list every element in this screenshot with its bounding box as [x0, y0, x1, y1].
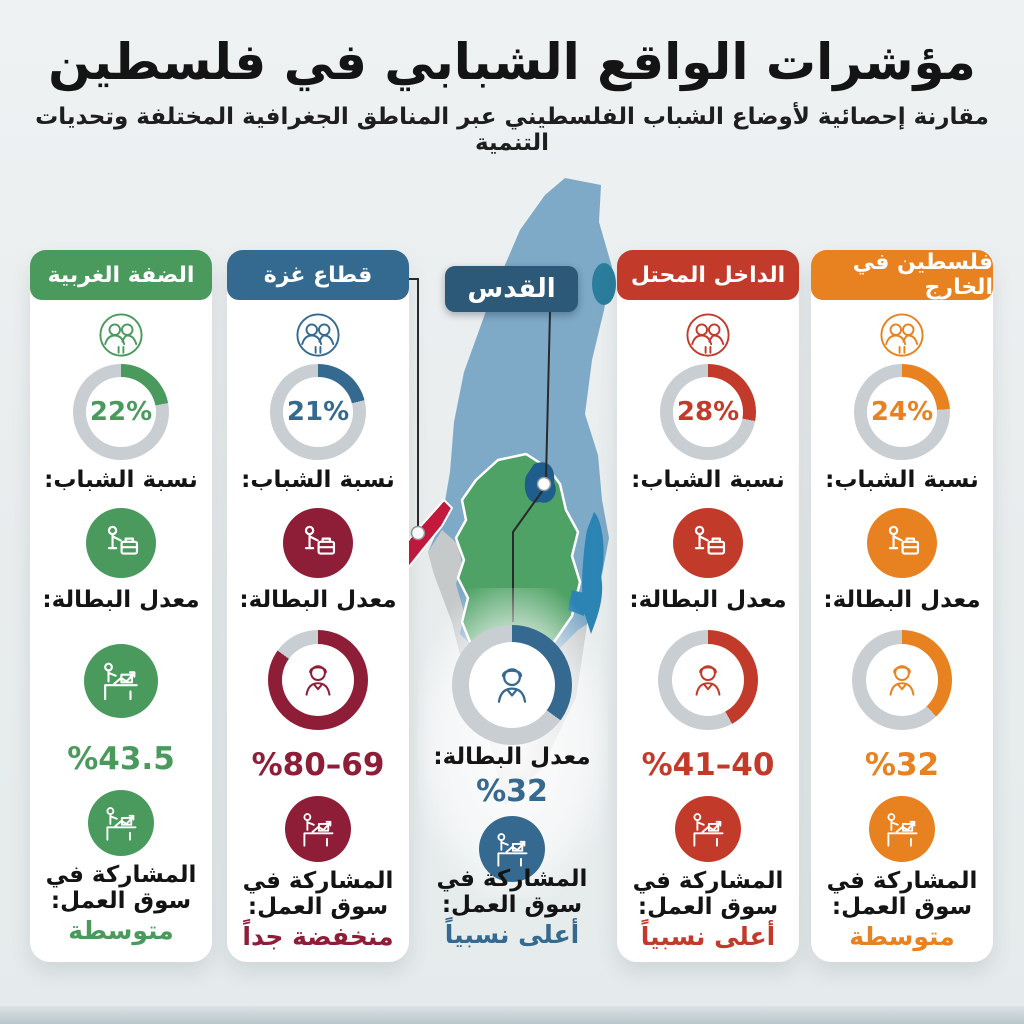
unemployment-label: معدل البطالة:: [823, 587, 981, 613]
youth-share-value: 24%: [870, 397, 934, 427]
youth-share-label: نسبة الشباب:: [825, 467, 979, 493]
unemployment-value: %80–69: [251, 747, 385, 783]
participation-label: المشاركة في سوق العمل:: [45, 862, 197, 914]
page-subtitle: مقارنة إحصائية لأوضاع الشباب الفلسطيني ع…: [35, 103, 989, 156]
footer-strip: [0, 1006, 1024, 1024]
region-card-west-bank: الضفة الغربية 22% نسبة الشباب: معدل البط…: [30, 250, 212, 962]
person-icon: [686, 658, 730, 702]
youth-share-label: نسبة الشباب:: [241, 467, 395, 493]
region-header-gaza: قطاع غزة: [227, 250, 409, 300]
jerusalem-participation-label-line2: سوق العمل:: [441, 892, 583, 918]
jerusalem-unemployment-donut: [452, 625, 572, 745]
map-sea-of-galilee: [592, 263, 616, 305]
youth-share-donut: 28%: [660, 364, 756, 460]
youth-share-value: 28%: [676, 397, 740, 427]
connector-gaza-line: [409, 278, 419, 526]
unemployment-chart-icon: [84, 644, 158, 718]
youth-share-label: نسبة الشباب:: [44, 467, 198, 493]
unemployment-label: معدل البطالة:: [239, 587, 397, 613]
donut-hole: 24%: [867, 377, 937, 447]
people-icon: [879, 312, 925, 358]
youth-share-value: 22%: [89, 397, 153, 427]
jerusalem-participation-label-line1: المشاركة في: [436, 866, 588, 892]
people-icon: [98, 312, 144, 358]
connector-jerusalem-line: [545, 311, 551, 479]
jerusalem-unemployment-label: معدل البطالة:: [433, 744, 591, 770]
people-icon: [685, 312, 731, 358]
region-header-diaspora: فلسطين في الخارج: [811, 250, 993, 300]
unemployment-donut: [658, 630, 758, 730]
map-marker-gaza: [410, 525, 426, 541]
region-header-west-bank: الضفة الغربية: [30, 250, 212, 300]
map-marker-jerusalem: [536, 476, 552, 492]
people-icon: [295, 312, 341, 358]
participation-icon: [869, 796, 935, 862]
youth-share-donut: 21%: [270, 364, 366, 460]
unemployment-donut: [852, 630, 952, 730]
chart-growth-icon: [497, 832, 527, 867]
youth-share-value: 21%: [286, 397, 350, 427]
person-icon: [880, 658, 924, 702]
donut-hole: [672, 644, 744, 716]
header: مؤشرات الواقع الشبابي في فلسطين مقارنة إ…: [0, 33, 1024, 156]
donut-hole: 22%: [86, 377, 156, 447]
unemployment-label: معدل البطالة:: [629, 587, 787, 613]
jerusalem-participation-icon: [479, 816, 545, 882]
donut-hole: [282, 644, 354, 716]
participation-level: متوسطة: [849, 922, 955, 951]
donut-hole: 21%: [283, 377, 353, 447]
jerusalem-unemployment-value: %32: [476, 774, 548, 809]
participation-level: أعلى نسبياً: [640, 922, 776, 951]
region-card-gaza: قطاع غزة 21% نسبة الشباب: معدل البطالة: …: [227, 250, 409, 962]
unemployment-briefcase-icon: [86, 508, 156, 578]
unemployment-label: معدل البطالة:: [42, 587, 200, 613]
participation-label: المشاركة في سوق العمل:: [632, 868, 784, 920]
youth-share-donut: 24%: [854, 364, 950, 460]
region-card-diaspora: فلسطين في الخارج 24% نسبة الشباب: معدل ا…: [811, 250, 993, 962]
youth-share-label: نسبة الشباب:: [631, 467, 785, 493]
jerusalem-participation-level: أعلى نسبياً: [444, 920, 580, 949]
participation-level: متوسطة: [68, 916, 174, 945]
unemployment-donut: [268, 630, 368, 730]
person-icon: [487, 660, 537, 710]
unemployment-briefcase-icon: [673, 508, 743, 578]
participation-label: المشاركة في سوق العمل:: [826, 868, 978, 920]
unemployment-briefcase-icon: [283, 508, 353, 578]
person-icon: [296, 658, 340, 702]
participation-icon: [88, 790, 154, 856]
participation-level: منخفضة جداً: [242, 922, 394, 951]
donut-hole: [866, 644, 938, 716]
jerusalem-map-label: القدس: [445, 266, 578, 312]
unemployment-briefcase-icon: [867, 508, 937, 578]
unemployment-value: %32: [864, 747, 940, 783]
unemployment-value: %41–40: [641, 747, 775, 783]
region-card-occupied-interior: الداخل المحتل 28% نسبة الشباب: معدل البط…: [617, 250, 799, 962]
participation-label: المشاركة في سوق العمل:: [242, 868, 394, 920]
donut-hole: 28%: [673, 377, 743, 447]
region-header-occupied-interior: الداخل المحتل: [617, 250, 799, 300]
page-title: مؤشرات الواقع الشبابي في فلسطين: [48, 33, 976, 91]
donut-hole: [469, 642, 555, 728]
unemployment-value: %43.5: [67, 741, 175, 777]
participation-icon: [675, 796, 741, 862]
youth-share-donut: 22%: [73, 364, 169, 460]
participation-icon: [285, 796, 351, 862]
